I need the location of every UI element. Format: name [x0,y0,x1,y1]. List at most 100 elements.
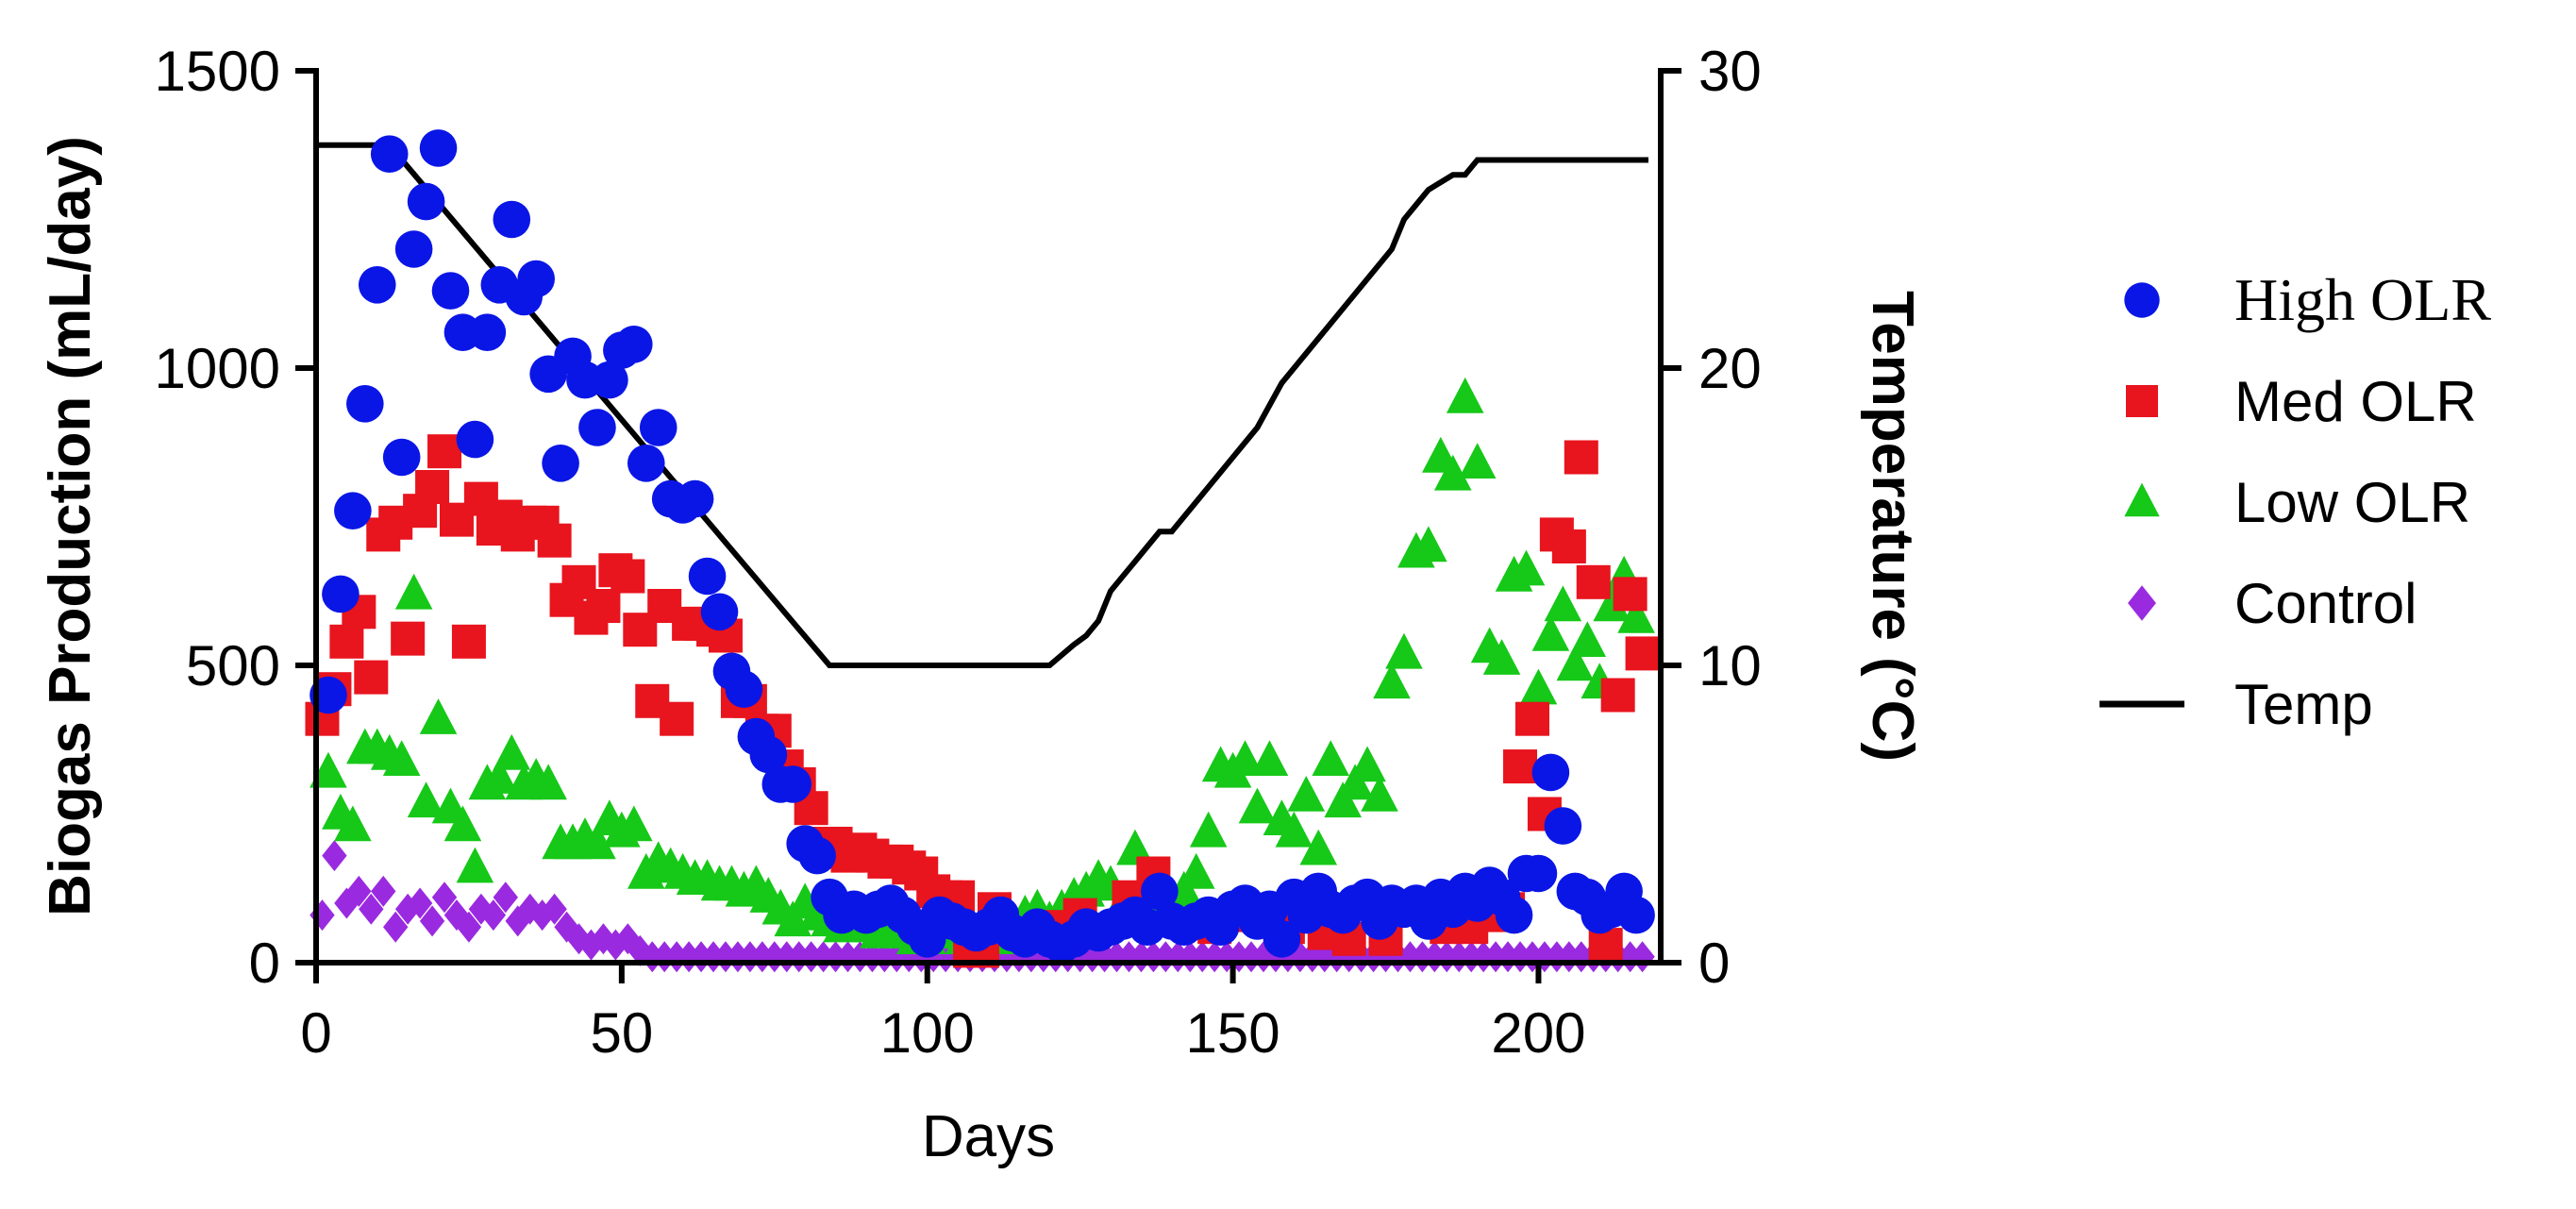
legend-marker [2124,282,2160,318]
plot-area [305,129,1660,973]
data-point-low-olr [1446,377,1484,413]
data-point-low-olr [1287,776,1326,812]
data-point-low-olr [1177,852,1215,889]
data-point-high-olr [322,575,360,613]
data-point-low-olr [1556,645,1595,681]
data-point-low-olr [1568,621,1607,657]
data-point-low-olr [382,740,421,776]
data-point-med-olr [1564,440,1598,475]
data-point-high-olr [370,135,409,173]
data-point-low-olr [1189,811,1228,848]
data-point-med-olr [1613,577,1648,612]
temperature-series [316,142,1648,668]
legend-marker [2124,482,2160,517]
data-point-med-olr [660,701,694,736]
y2-tick-label: 0 [1698,932,1730,995]
legend-item-control: Control [2128,572,2417,635]
data-point-control [346,875,372,907]
data-point-high-olr [1495,896,1533,934]
data-point-med-olr [329,624,364,659]
data-point-high-olr [688,557,727,596]
data-point-low-olr [615,805,653,842]
data-point-high-olr [591,361,628,399]
x-tick-label: 0 [300,1001,331,1065]
data-point-med-olr [586,589,621,623]
data-point-low-olr [456,847,494,883]
data-point-low-olr [1312,740,1350,776]
data-point-low-olr [578,823,616,860]
x-tick-label: 150 [1186,1001,1280,1065]
axis-titles: Days Biogas Production (mL/day) Temperatur… [38,136,1925,1169]
data-point-high-olr [774,765,812,803]
data-point-control [591,923,616,955]
data-point-high-olr [639,409,677,446]
legend-marker [2128,585,2156,621]
axes [295,68,1681,983]
legend-label: Temp [2234,673,2373,736]
legend-label: High OLR [2234,266,2491,333]
y2-tick-label: 10 [1698,634,1762,697]
scatter-series [305,129,1660,973]
data-point-high-olr [468,313,507,352]
data-point-control [371,875,396,907]
data-point-control [359,893,384,925]
data-point-low-olr [1544,585,1582,622]
data-point-med-olr [537,523,572,558]
legend-label: Low OLR [2234,471,2470,534]
legend-label: Control [2234,572,2417,635]
data-point-low-olr [1385,632,1423,669]
data-point-high-olr [1531,753,1570,792]
legend-item-temp: Temp [2099,673,2373,736]
data-point-med-olr [391,621,426,656]
data-point-control [554,911,579,943]
data-point-low-olr [1348,746,1386,782]
data-point-low-olr [493,733,531,770]
data-point-control [566,923,592,955]
data-point-low-olr [1299,829,1338,865]
temp-line [316,142,1648,668]
data-point-med-olr [1576,564,1611,599]
data-point-low-olr [480,758,519,794]
data-point-control [517,893,543,925]
x-tick-label: 50 [590,1001,653,1065]
data-point-low-olr [1482,639,1521,675]
data-point-med-olr [1625,636,1660,671]
data-point-high-olr [309,676,347,714]
data-point-control [615,923,641,955]
data-point-low-olr [419,698,458,734]
data-point-high-olr [1519,854,1558,893]
data-point-high-olr [749,735,788,774]
data-point-high-olr [382,438,421,477]
data-point-low-olr [1275,811,1313,848]
legend-label: Med OLR [2234,370,2477,433]
data-point-high-olr [798,836,836,875]
legend-item-med-olr: Med OLR [2126,370,2477,433]
y-tick-label: 1000 [155,337,280,400]
data-point-low-olr [529,764,567,800]
data-point-high-olr [542,445,579,482]
data-point-low-olr [334,805,372,842]
data-point-high-olr [346,385,384,423]
data-point-low-olr [1531,614,1570,651]
data-point-control [431,882,458,914]
data-point-control [468,893,494,925]
y-tick-label: 0 [249,932,280,995]
legend-item-low-olr: Low OLR [2124,471,2470,534]
data-point-low-olr [1593,585,1631,622]
data-point-high-olr [358,266,396,304]
x-tick-label: 200 [1491,1001,1585,1065]
data-point-med-olr [1588,928,1623,963]
data-point-low-olr [1519,668,1558,705]
data-point-high-olr [1263,920,1301,958]
data-point-low-olr [1226,740,1264,776]
data-point-high-olr [1617,896,1655,934]
legend-item-high-olr: High OLR [2124,266,2491,333]
data-point-high-olr [1141,872,1179,911]
data-point-high-olr [676,479,714,518]
x-tick-label: 100 [880,1001,975,1065]
data-point-low-olr [1116,829,1154,865]
data-point-low-olr [1617,597,1655,633]
data-point-high-olr [517,260,555,298]
legend: High OLR Med OLR Low OLR Control Temp [2099,266,2491,736]
